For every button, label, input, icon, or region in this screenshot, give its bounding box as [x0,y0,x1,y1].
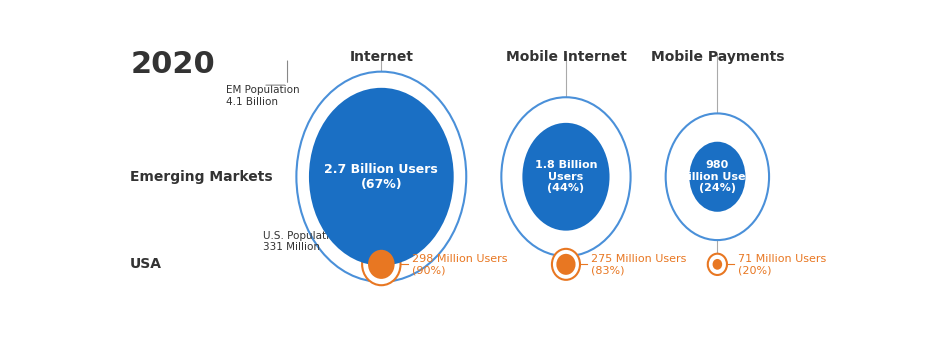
Ellipse shape [712,259,722,270]
Text: 2020: 2020 [130,50,215,79]
Ellipse shape [556,254,575,275]
Ellipse shape [362,244,400,285]
Text: EM Population
4.1 Billion: EM Population 4.1 Billion [226,85,300,107]
Text: 1.8 Billion
Users
(44%): 1.8 Billion Users (44%) [534,160,597,193]
Text: Internet: Internet [349,50,413,64]
Text: 275 Million Users
(83%): 275 Million Users (83%) [590,253,685,275]
Text: U.S. Population
331 Million: U.S. Population 331 Million [263,231,342,252]
Ellipse shape [688,142,744,212]
Text: USA: USA [130,257,162,271]
Ellipse shape [664,113,768,240]
Ellipse shape [308,88,453,266]
Text: Mobile Payments: Mobile Payments [650,50,783,64]
Ellipse shape [501,97,630,256]
Text: Emerging Markets: Emerging Markets [130,170,272,184]
Ellipse shape [367,250,394,279]
Text: Mobile Internet: Mobile Internet [505,50,625,64]
Text: 2.7 Billion Users
(67%): 2.7 Billion Users (67%) [324,163,438,191]
Ellipse shape [707,254,726,275]
Ellipse shape [296,72,466,282]
Text: 298 Million Users
(90%): 298 Million Users (90%) [411,253,506,275]
Ellipse shape [551,249,580,280]
Ellipse shape [522,123,609,231]
Text: 980
Million Users
(24%): 980 Million Users (24%) [676,160,757,193]
Text: 71 Million Users
(20%): 71 Million Users (20%) [737,253,825,275]
